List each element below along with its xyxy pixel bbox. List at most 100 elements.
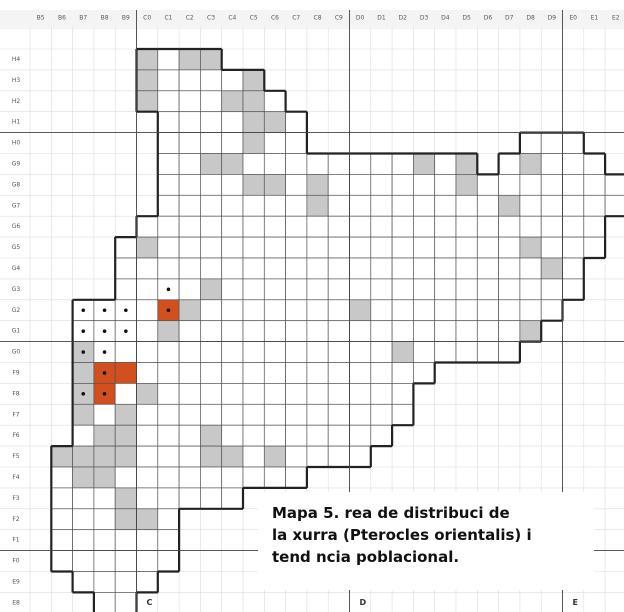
grid-cell: [562, 194, 585, 217]
grid-cell: [72, 424, 95, 447]
grid-cell: [72, 403, 95, 426]
grid-cell: [136, 571, 159, 593]
grid-cell: [178, 383, 201, 405]
grid-cell: [306, 215, 329, 238]
grid-cell: [136, 69, 159, 92]
column-label: D5: [462, 15, 471, 22]
grid-cell: [263, 257, 286, 280]
grid-cell: [349, 257, 372, 280]
grid-cell: [562, 236, 585, 259]
grid-cell: [455, 320, 478, 342]
column-label: C3: [207, 15, 215, 22]
grid-cell: [178, 153, 201, 175]
grid-cell: [114, 403, 137, 426]
grid-cell: [157, 48, 180, 71]
grid-cell: [370, 424, 393, 447]
column-label: B5: [37, 15, 45, 22]
grid-cell: [136, 445, 159, 468]
grid-cell: [413, 362, 436, 384]
grid-cell: [604, 194, 624, 217]
presence-dot: [124, 308, 128, 313]
grid-cell: [413, 153, 436, 175]
grid-cell: [242, 403, 265, 426]
grid-cell: [413, 194, 436, 217]
grid-cell: [327, 194, 350, 217]
grid-cell: [455, 299, 478, 322]
grid-cell: [263, 153, 286, 175]
grid-cell: [178, 487, 201, 510]
grid-cell: [285, 362, 308, 384]
grid-cell: [349, 299, 372, 322]
column-label: B8: [101, 15, 109, 22]
grid-cell: [136, 215, 159, 238]
grid-cell: [178, 362, 201, 384]
grid-cell: [157, 90, 180, 113]
grid-cell: [327, 403, 350, 426]
grid-cell: [178, 48, 201, 71]
grid-cell: [178, 278, 201, 301]
grid-cell: [413, 341, 436, 363]
grid-cell: [370, 278, 393, 301]
grid-cell: [72, 508, 95, 531]
grid-cell: [519, 236, 542, 259]
grid-cell: [583, 153, 606, 175]
grid-cell: [391, 362, 414, 384]
grid-cell: [221, 153, 244, 175]
presence-dot: [81, 308, 86, 313]
column-label: D2: [399, 15, 408, 22]
grid-cell: [221, 299, 244, 322]
grid-cell: [540, 215, 563, 238]
grid-cell: [349, 215, 372, 238]
grid-cell: [157, 550, 180, 572]
grid-cell: [498, 236, 521, 259]
grid-cell: [349, 236, 372, 259]
grid-cell: [583, 215, 606, 238]
grid-cell: [413, 278, 436, 301]
column-label: D0: [356, 15, 365, 22]
grid-cell: [157, 383, 180, 405]
grid-cell: [200, 341, 223, 363]
grid-cell: [498, 174, 521, 196]
grid-cell: [200, 466, 223, 489]
grid-cell: [200, 403, 223, 426]
grid-cell: [306, 153, 329, 175]
grid-cell: [200, 424, 223, 447]
grid-cell: [285, 299, 308, 322]
grid-cell: [327, 174, 350, 196]
grid-cell: [157, 236, 180, 259]
grid-cell: [519, 153, 542, 175]
grid-cell: [519, 174, 542, 196]
grid-cell: [306, 278, 329, 301]
grid-cell: [72, 571, 95, 593]
grid-cell: [391, 278, 414, 301]
grid-cell: [93, 571, 116, 593]
grid-cell: [72, 550, 95, 572]
grid-cell: [263, 174, 286, 196]
grid-cell: [157, 320, 180, 342]
caption-line: . rea de distribuci de: [333, 504, 510, 522]
grid-cell: [455, 341, 478, 363]
grid-cell: [157, 215, 180, 238]
grid-cell: [200, 153, 223, 175]
grid-cell: [476, 278, 499, 301]
presence-dot: [166, 287, 171, 292]
grid-cell: [221, 215, 244, 238]
grid-cell: [114, 236, 137, 259]
grid-cell: [200, 48, 223, 71]
grid-cell: [327, 383, 350, 405]
grid-cell: [50, 508, 73, 531]
grid-cell: [285, 194, 308, 217]
grid-cell: [114, 424, 137, 447]
grid-cell: [114, 508, 137, 531]
grid-cell: [136, 299, 159, 322]
row-label: G7: [12, 202, 21, 209]
row-label: G9: [12, 160, 21, 167]
grid-cell: [562, 132, 585, 154]
row-label: F4: [12, 474, 19, 481]
grid-cell: [349, 362, 372, 384]
grid-cell: [519, 215, 542, 238]
grid-cell: [370, 299, 393, 322]
grid-cell: [391, 153, 414, 175]
column-label: C6: [271, 15, 279, 22]
column-label: C5: [250, 15, 258, 22]
